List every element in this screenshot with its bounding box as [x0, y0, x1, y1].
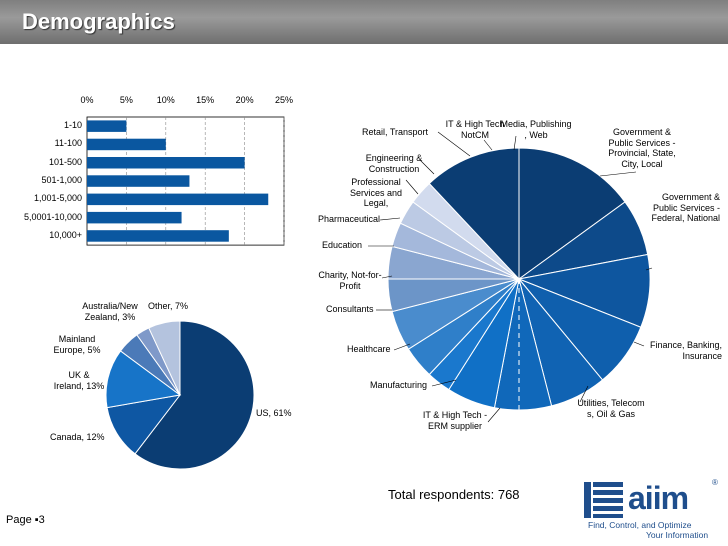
- industry-leader-gov_local: [599, 171, 637, 177]
- industry-leader-engineering: [419, 159, 435, 175]
- bar-5: [87, 193, 269, 206]
- industry-label-consultants: Consultants: [326, 304, 374, 314]
- bar-4: [87, 175, 190, 187]
- bar-3: [87, 157, 245, 169]
- industry-label-it_notcm: IT & High Tech NotCM: [445, 119, 505, 140]
- title-bar: Demographics: [0, 0, 728, 44]
- industry-label-engineering: Engineering & Construction: [365, 153, 423, 174]
- logo-registered-mark: ®: [712, 478, 718, 487]
- logo-tagline-1: Find, Control, and Optimize: [588, 520, 692, 530]
- geo-label-europe: Mainland Europe, 5%: [53, 334, 101, 355]
- industry-leader-media: [513, 135, 517, 151]
- industry-leader-utilities: [579, 385, 589, 403]
- industry-slice-1: [518, 147, 626, 280]
- industry-label-pharma: Pharmaceutical: [318, 214, 381, 224]
- industry-leader-pharma: [379, 217, 401, 221]
- industry-label-manufacturing: Manufacturing: [370, 380, 428, 390]
- industry-leader-manufacturing: [431, 379, 457, 387]
- industry-label-gov_local: Government & Public Services - Provincia…: [608, 127, 676, 169]
- bar-2: [87, 138, 166, 151]
- industry-label-media: Media, Publishing , Web: [500, 119, 572, 140]
- total-respondents: Total respondents: 768: [388, 487, 520, 502]
- bar-tick-label: 5%: [119, 95, 133, 105]
- industry-label-professional: Professional Services and Legal,: [349, 177, 403, 208]
- page-title: Demographics: [22, 9, 175, 34]
- geo-label-other: Other, 7%: [148, 301, 189, 311]
- bar-7: [87, 230, 229, 242]
- bar-tick-label: 20%: [235, 95, 254, 105]
- geo-slice-3: [105, 350, 182, 409]
- geo-slice-1: [134, 320, 255, 470]
- bar-6: [87, 211, 182, 224]
- industry-label-retail: Retail, Transport: [362, 127, 429, 137]
- industry-leader-charity: [381, 275, 393, 279]
- bar-tick-label: 15%: [196, 95, 215, 105]
- bar-tick-label: 10%: [156, 95, 175, 105]
- industry-label-education: Education: [322, 240, 363, 250]
- industry-leader-it_erm: [487, 407, 501, 423]
- bar-category-label: 10,000+: [49, 229, 82, 240]
- geo-label-us: US, 61%: [256, 408, 292, 418]
- geo-label-uk: UK & Ireland, 13%: [53, 370, 105, 391]
- industry-label-utilities: Utilities, Telecom s, Oil & Gas: [577, 398, 645, 419]
- geo-label-australia: Australia/New Zealand, 3%: [82, 301, 138, 322]
- aiim-logo-icon: [584, 482, 623, 518]
- bar-category-label: 501-1,000: [41, 174, 82, 185]
- bar-tick-label: 25%: [274, 95, 293, 105]
- industry-leader-healthcare: [393, 343, 411, 351]
- industry-leader-retail: [437, 131, 471, 157]
- geo-label-canada: Canada, 12%: [50, 432, 105, 442]
- industry-leader-it_notcm: [483, 139, 493, 151]
- industry-label-it_erm: IT & High Tech - ERM supplier: [422, 410, 488, 431]
- industry-label-finance: Finance, Banking, Insurance: [649, 340, 722, 361]
- industry-label-gov_federal: Government & Public Services - Federal, …: [651, 192, 720, 223]
- bar-category-label: 5,0001-10,000: [23, 211, 82, 222]
- bar-category-label: 1-10: [63, 120, 82, 130]
- industry-label-healthcare: Healthcare: [347, 344, 391, 354]
- bar-tick-label: 0%: [80, 95, 94, 105]
- logo-wordmark: aiim: [628, 480, 689, 516]
- aiim-logo: aiim ® Find, Control, and Optimize Your …: [578, 476, 724, 542]
- logo-tagline-2: Your Information: [646, 530, 709, 540]
- bar-category-label: 101-500: [48, 156, 82, 167]
- industry-leader-finance: [633, 341, 645, 347]
- industry-label-charity: Charity, Not-for- Profit: [318, 270, 382, 291]
- bar-1: [87, 120, 127, 132]
- page-number: Page ▪3: [6, 514, 45, 526]
- bar-category-label: 1,001-5,000: [33, 193, 82, 204]
- industry-leader-professional: [405, 179, 419, 195]
- geo-slice-6: [148, 320, 181, 396]
- bar-category-label: 11-100: [54, 138, 82, 149]
- industry-leader-gov_federal: [645, 267, 653, 271]
